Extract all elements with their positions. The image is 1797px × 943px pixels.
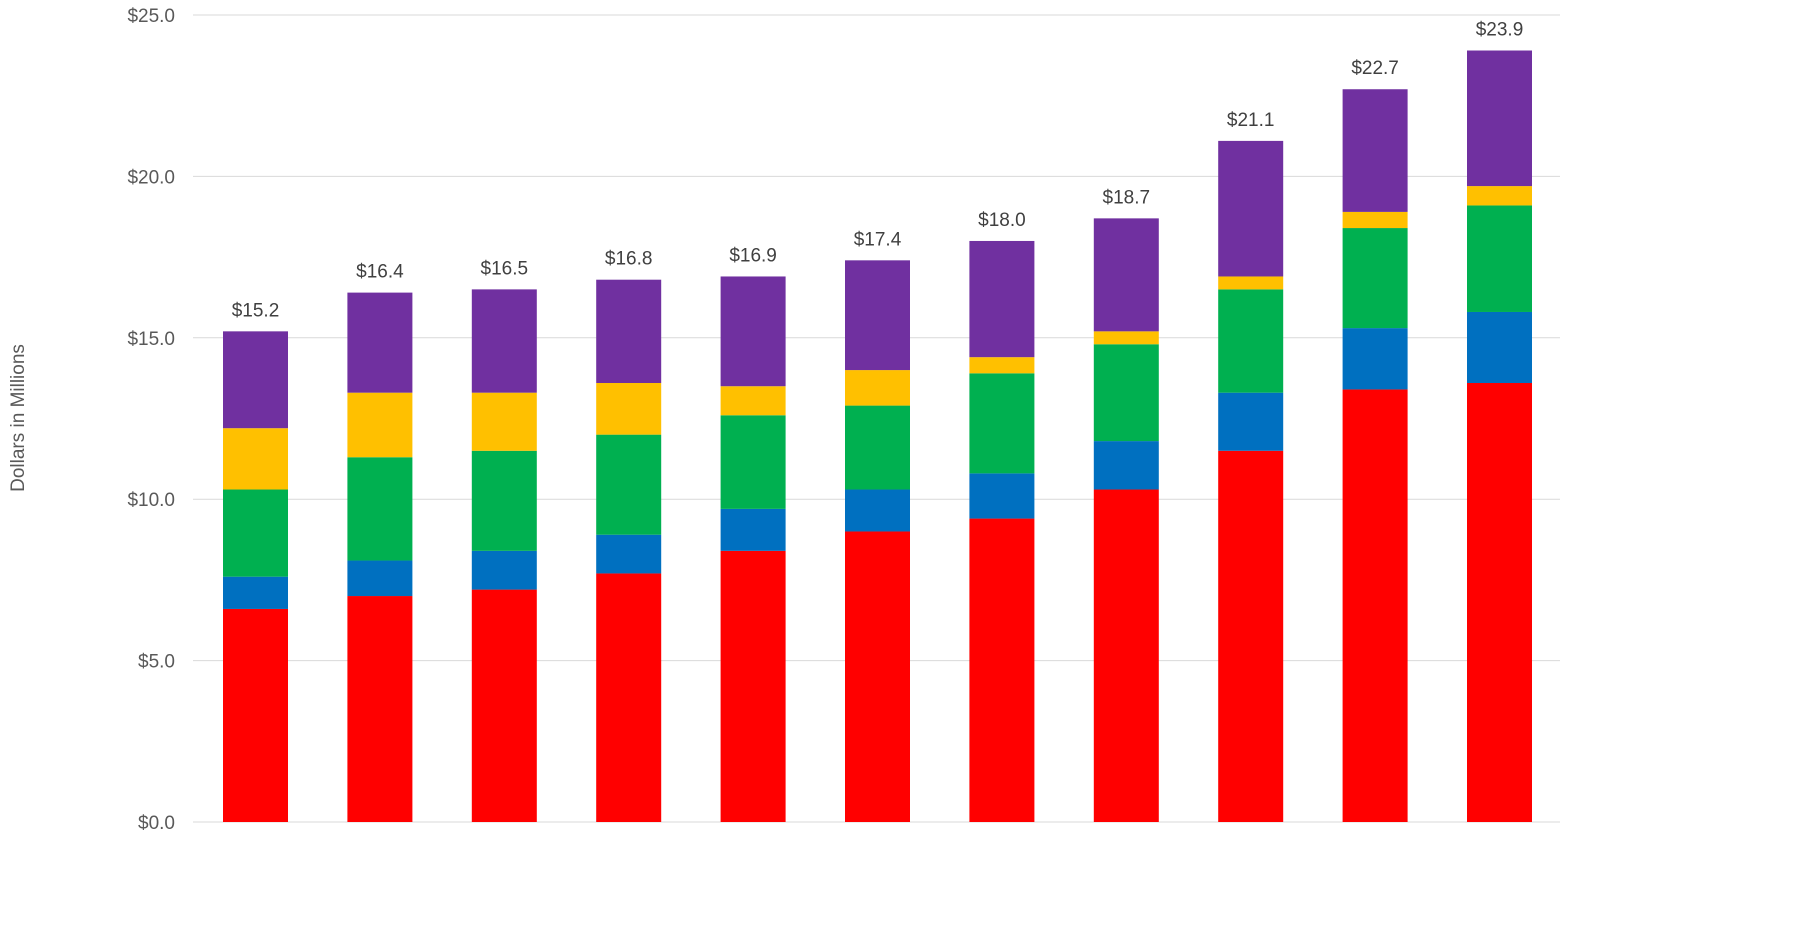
total-label: $17.4 xyxy=(854,229,902,250)
total-label: $16.8 xyxy=(605,249,653,270)
bar-segment-series-3 xyxy=(1467,205,1532,312)
bar-segment-series-5 xyxy=(1093,218,1159,332)
bar-segment-series-1 xyxy=(845,531,910,822)
bar-segment-series-4 xyxy=(969,357,1035,374)
bar-segment-series-1 xyxy=(720,550,786,822)
bar-segment-series-2 xyxy=(471,550,537,590)
bar-segment-series-4 xyxy=(1342,211,1408,229)
bar-segment-series-1 xyxy=(1093,489,1159,822)
y-tick-label: $10.0 xyxy=(127,490,175,511)
y-tick-label: $5.0 xyxy=(138,652,175,673)
bar-segment-series-3 xyxy=(1093,344,1159,442)
bar-segment-series-3 xyxy=(223,489,288,577)
bar-segment-series-2 xyxy=(1342,328,1408,390)
bar-segment-series-4 xyxy=(720,386,786,416)
bar-segment-series-2 xyxy=(969,473,1035,519)
bar-segment-series-4 xyxy=(471,392,537,451)
bar-segment-series-3 xyxy=(1218,289,1284,393)
bar-segment-series-5 xyxy=(596,279,662,383)
bar-segment-series-2 xyxy=(347,560,413,597)
bar-segment-series-3 xyxy=(720,415,786,509)
bar-segment-series-1 xyxy=(347,596,413,822)
bar-segment-series-4 xyxy=(1467,186,1532,206)
bar-segment-series-4 xyxy=(845,370,910,406)
bar-segment-series-1 xyxy=(1218,450,1284,822)
total-label: $22.7 xyxy=(1351,58,1399,79)
total-label: $18.0 xyxy=(978,210,1026,231)
bar-segment-series-3 xyxy=(347,457,413,561)
bar-segment-series-2 xyxy=(223,576,288,609)
total-label: $16.5 xyxy=(481,258,529,279)
bar-segment-series-1 xyxy=(223,608,288,822)
total-label: $18.7 xyxy=(1103,187,1151,208)
bars xyxy=(223,50,1532,822)
total-label: $21.1 xyxy=(1227,110,1275,131)
total-label: $16.4 xyxy=(356,262,404,283)
bar-segment-series-2 xyxy=(1093,441,1159,490)
bar-segment-series-4 xyxy=(223,428,288,490)
y-tick-label: $0.0 xyxy=(138,813,175,834)
bar-segment-series-2 xyxy=(596,534,662,574)
bar-segment-series-5 xyxy=(1342,89,1408,212)
bar-segment-series-4 xyxy=(1218,276,1284,290)
y-axis-title: Dollars in Millions xyxy=(8,344,29,492)
bar-segment-series-4 xyxy=(347,392,413,458)
bar-segment-series-5 xyxy=(347,292,413,393)
bar-segment-series-3 xyxy=(596,434,662,535)
total-labels: $15.2 $16.4 $16.5 $16.8 $16.9 $17.4 $18.0 $18.7… xyxy=(232,20,1524,322)
bar-segment-series-3 xyxy=(969,373,1035,474)
bar-segment-series-4 xyxy=(1093,331,1159,345)
bar-segment-series-5 xyxy=(969,240,1035,358)
bar-segment-series-5 xyxy=(471,289,537,393)
bar-segment-series-3 xyxy=(1342,228,1408,329)
bar-segment-series-2 xyxy=(1467,311,1532,383)
bar-segment-series-2 xyxy=(845,489,910,532)
bar-segment-series-3 xyxy=(845,405,910,490)
bar-segment-series-5 xyxy=(223,331,288,429)
bar-segment-series-2 xyxy=(1218,392,1284,451)
total-label: $15.2 xyxy=(232,300,280,321)
bar-segment-series-5 xyxy=(720,276,786,387)
bar-segment-series-1 xyxy=(1467,382,1532,822)
bar-segment-series-4 xyxy=(596,382,662,435)
bar-segment-series-5 xyxy=(1218,140,1284,277)
bar-segment-series-1 xyxy=(596,573,662,822)
bar-segment-series-5 xyxy=(1467,50,1532,187)
y-tick-label: $15.0 xyxy=(127,329,175,350)
bar-segment-series-1 xyxy=(969,518,1035,822)
total-label: $23.9 xyxy=(1476,20,1524,41)
bar-segment-series-3 xyxy=(471,450,537,551)
y-tick-label: $25.0 xyxy=(127,6,175,27)
bar-segment-series-5 xyxy=(845,260,910,371)
bar-segment-series-2 xyxy=(720,508,786,551)
bar-segment-series-1 xyxy=(471,589,537,822)
y-axis-tick-labels: $0.0 $5.0 $10.0 $15.0 $20.0 $25.0 xyxy=(127,6,175,834)
bar-segment-series-1 xyxy=(1342,389,1408,822)
total-label: $16.9 xyxy=(729,245,777,266)
y-tick-label: $20.0 xyxy=(127,167,175,188)
